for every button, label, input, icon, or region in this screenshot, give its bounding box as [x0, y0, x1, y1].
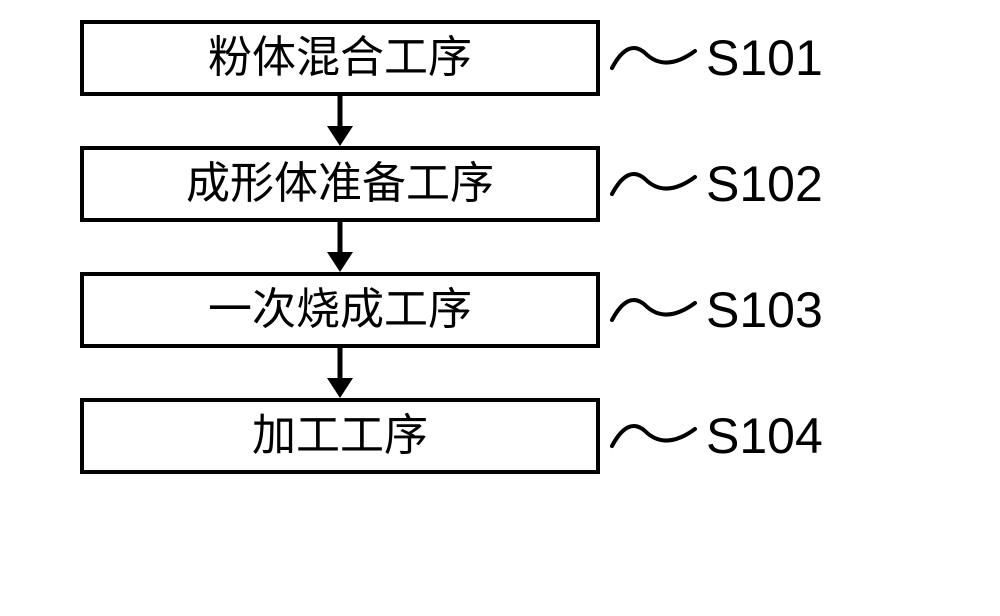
- step-text: 粉体混合工序: [208, 33, 472, 82]
- step-connector: S104: [610, 407, 823, 465]
- flow-step: 加工工序 S104: [80, 398, 920, 474]
- flow-step: 一次烧成工序 S103: [80, 272, 920, 348]
- squiggle-icon: [610, 285, 700, 335]
- step-connector: S102: [610, 155, 823, 213]
- step-connector: S101: [610, 29, 823, 87]
- squiggle-icon: [610, 33, 700, 83]
- step-label: S102: [706, 155, 823, 213]
- flow-step: 粉体混合工序 S101: [80, 20, 920, 96]
- step-box: 加工工序: [80, 398, 600, 474]
- flow-step: 成形体准备工序 S102: [80, 146, 920, 222]
- flow-arrow: [80, 96, 600, 146]
- step-text: 加工工序: [252, 411, 428, 460]
- step-text: 一次烧成工序: [208, 285, 472, 334]
- step-label: S104: [706, 407, 823, 465]
- step-box: 成形体准备工序: [80, 146, 600, 222]
- step-box: 粉体混合工序: [80, 20, 600, 96]
- step-text: 成形体准备工序: [186, 159, 494, 208]
- flow-arrow: [80, 348, 600, 398]
- squiggle-icon: [610, 411, 700, 461]
- step-label: S101: [706, 29, 823, 87]
- squiggle-icon: [610, 159, 700, 209]
- step-box: 一次烧成工序: [80, 272, 600, 348]
- step-connector: S103: [610, 281, 823, 339]
- step-label: S103: [706, 281, 823, 339]
- flow-arrow: [80, 222, 600, 272]
